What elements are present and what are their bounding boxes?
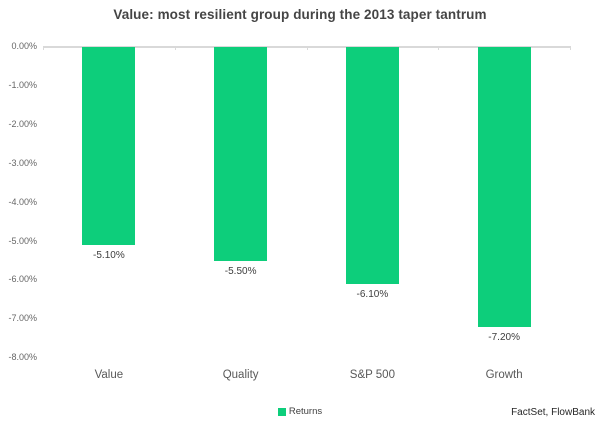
legend-swatch-returns <box>277 408 286 416</box>
bar-growth <box>477 47 531 328</box>
category-label-growth: Growth <box>485 369 523 381</box>
bar-quality <box>214 47 268 261</box>
y-tick-label: -2.00% <box>8 118 37 129</box>
x-axis-tick <box>438 46 440 50</box>
bar-value <box>82 47 136 246</box>
legend-label-returns: Returns <box>288 406 323 417</box>
bar-value-label: -5.50% <box>224 265 257 277</box>
chart-title: Value: most resilient group during the 2… <box>113 7 487 22</box>
y-tick-label: 0.00% <box>11 41 37 51</box>
bar-s-p-500 <box>345 47 399 285</box>
x-axis-tick <box>570 46 571 50</box>
category-label-quality: Quality <box>222 369 259 381</box>
y-tick-label: -3.00% <box>8 157 37 168</box>
x-axis-tick <box>174 46 176 50</box>
bar-value-label: -5.10% <box>93 250 125 262</box>
category-label-value: Value <box>94 369 124 381</box>
y-tick-label: -8.00% <box>8 352 37 363</box>
y-tick-label: -5.00% <box>8 235 37 246</box>
y-tick-label: -6.00% <box>8 274 37 285</box>
x-axis-tick <box>43 46 44 50</box>
y-tick-label: -7.00% <box>8 313 37 324</box>
bar-value-label: -7.20% <box>488 332 520 344</box>
bar-value-label: -6.10% <box>356 289 389 301</box>
legend: Returns <box>0 406 600 418</box>
x-axis-tick <box>306 46 308 50</box>
y-tick-label: -1.00% <box>8 79 37 90</box>
category-label-s-p-500: S&P 500 <box>349 369 395 381</box>
y-tick-label: -4.00% <box>8 196 37 207</box>
source-credit: FactSet, FlowBank <box>511 407 595 418</box>
